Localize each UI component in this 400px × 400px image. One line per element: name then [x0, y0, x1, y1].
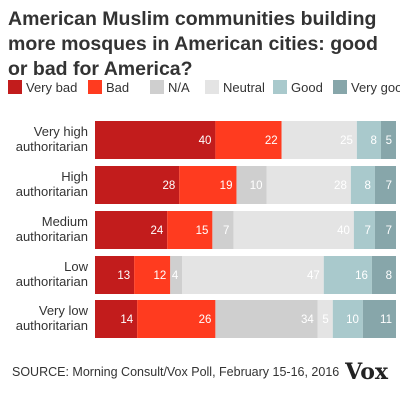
data-label: 13: [117, 270, 130, 282]
data-label: 5: [322, 314, 328, 326]
legend-swatch: [88, 80, 102, 94]
category-label: authoritarian: [16, 184, 88, 199]
bar-segment: [95, 211, 168, 249]
legend-swatch: [8, 80, 22, 94]
data-label: 16: [355, 270, 368, 282]
legend-label: Very good: [351, 80, 400, 95]
category-label: High: [61, 169, 88, 184]
data-label: 28: [334, 180, 347, 192]
data-label: 10: [346, 314, 359, 326]
bar-segment: [134, 256, 171, 294]
data-label: 25: [340, 135, 353, 147]
data-label: 10: [250, 180, 263, 192]
category-labels: Very highauthoritarianHighauthoritarianM…: [16, 124, 89, 333]
bar-segment: [353, 211, 375, 249]
bar-segment: [95, 121, 216, 159]
data-label: 40: [337, 225, 350, 237]
data-label: 47: [307, 270, 320, 282]
data-label: 24: [150, 225, 163, 237]
chart-legend: Very bad Bad N/A Neutral Good Very good: [8, 80, 400, 95]
data-label: 7: [365, 225, 371, 237]
bar-segment: [170, 256, 183, 294]
vox-logo: Vox: [344, 359, 389, 385]
bar-segment: [233, 211, 354, 249]
bar-segment: [371, 256, 396, 294]
data-label: 40: [199, 135, 212, 147]
data-label: 14: [120, 314, 133, 326]
data-label: 7: [223, 225, 229, 237]
bar-segment: [350, 166, 375, 204]
bar-segment: [95, 300, 138, 338]
bar-segment: [212, 211, 234, 249]
data-label: 4: [172, 270, 179, 282]
data-label: 8: [365, 180, 371, 192]
data-label: 22: [265, 135, 278, 147]
bar-segment: [167, 211, 213, 249]
source-note: SOURCE: Morning Consult/Vox Poll, Februa…: [12, 365, 339, 379]
category-label: authoritarian: [16, 139, 88, 154]
bar-segment: [317, 300, 333, 338]
bar-segment: [95, 166, 180, 204]
bar-segment: [380, 121, 396, 159]
legend-swatch: [333, 80, 347, 94]
legend-label: Neutral: [223, 80, 265, 95]
bar-segment: [266, 166, 351, 204]
chart-title: American Muslim communities building more…: [8, 8, 378, 80]
bar-segment: [332, 300, 363, 338]
data-label: 7: [386, 225, 392, 237]
bar-segment: [182, 256, 324, 294]
chart-title-line: American Muslim communities building: [8, 8, 376, 30]
category-label: authoritarian: [16, 229, 88, 244]
category-label: authoritarian: [16, 318, 88, 333]
bar-segment: [374, 211, 396, 249]
category-label: Medium: [42, 214, 88, 229]
category-label: authoritarian: [16, 274, 88, 289]
data-label: 28: [162, 180, 175, 192]
bar-segment: [362, 300, 396, 338]
bar-segment: [356, 121, 381, 159]
bar-segment: [323, 256, 372, 294]
bars: 40 22 25 8 528 19 10 28 8 724 15 7 40 7 713 12 4 47 16 814 2…: [95, 121, 396, 338]
bar-segment: [215, 121, 282, 159]
data-label: 19: [220, 180, 233, 192]
data-label: 11: [380, 314, 392, 326]
legend-label: Very bad: [26, 80, 77, 95]
legend-label: Bad: [106, 80, 129, 95]
bar-segment: [95, 256, 135, 294]
category-label: Very low: [39, 303, 89, 318]
legend-label: N/A: [168, 80, 190, 95]
data-label: 8: [386, 270, 392, 282]
category-label: Very high: [34, 124, 88, 139]
bar-segment: [179, 166, 237, 204]
category-label: Low: [64, 259, 88, 274]
bar-segment: [215, 300, 318, 338]
data-label: 7: [386, 180, 392, 192]
chart-footer: SOURCE: Morning Consult/Vox Poll, Februa…: [12, 359, 389, 385]
bar-segment: [137, 300, 216, 338]
data-label: 5: [386, 135, 392, 147]
bar-segment: [281, 121, 357, 159]
data-label: 34: [301, 314, 314, 326]
bar-segment: [236, 166, 267, 204]
data-label: 26: [199, 314, 212, 326]
data-label: 8: [371, 135, 377, 147]
legend-swatch: [205, 80, 219, 94]
chart-title-line: or bad for America?: [8, 58, 193, 80]
data-label: 15: [196, 225, 209, 237]
legend-swatch: [273, 80, 287, 94]
bar-segment: [374, 166, 396, 204]
legend-swatch: [150, 80, 164, 94]
data-label: 12: [153, 270, 166, 282]
legend-label: Good: [291, 80, 323, 95]
chart-title-line: more mosques in American cities: good: [8, 33, 378, 55]
